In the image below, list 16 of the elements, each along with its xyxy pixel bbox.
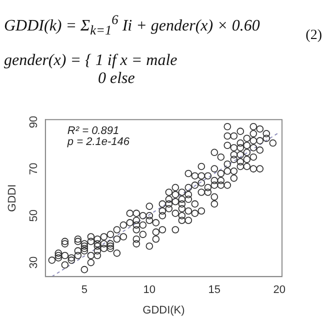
x-tick-label: 5 [81,284,88,296]
x-tick-label: 10 [143,284,156,296]
text: GDDI(k) = Σ$_{k=1}$$^{6}$ Ii + gender(x) × 0.60 [4,12,260,39]
y-axis-title: GDDI [6,184,19,212]
y-tick-label: 90 [28,116,40,128]
annotation: p = 2.1e-146 [66,136,130,148]
annotation: R² = 0.891 [67,125,120,138]
y-tick-label: 50 [28,210,40,222]
x-tick-label: 15 [208,284,221,296]
x-axis-title: GDDI(K) [142,304,185,316]
y-tick-label: 70 [28,162,40,175]
x-tick-label: 20 [273,284,286,296]
text: 0 else [98,70,135,88]
text: gender(x) = { 1 if x = male [4,52,178,70]
text: (2) [306,28,322,44]
y-tick-label: 30 [28,256,40,269]
